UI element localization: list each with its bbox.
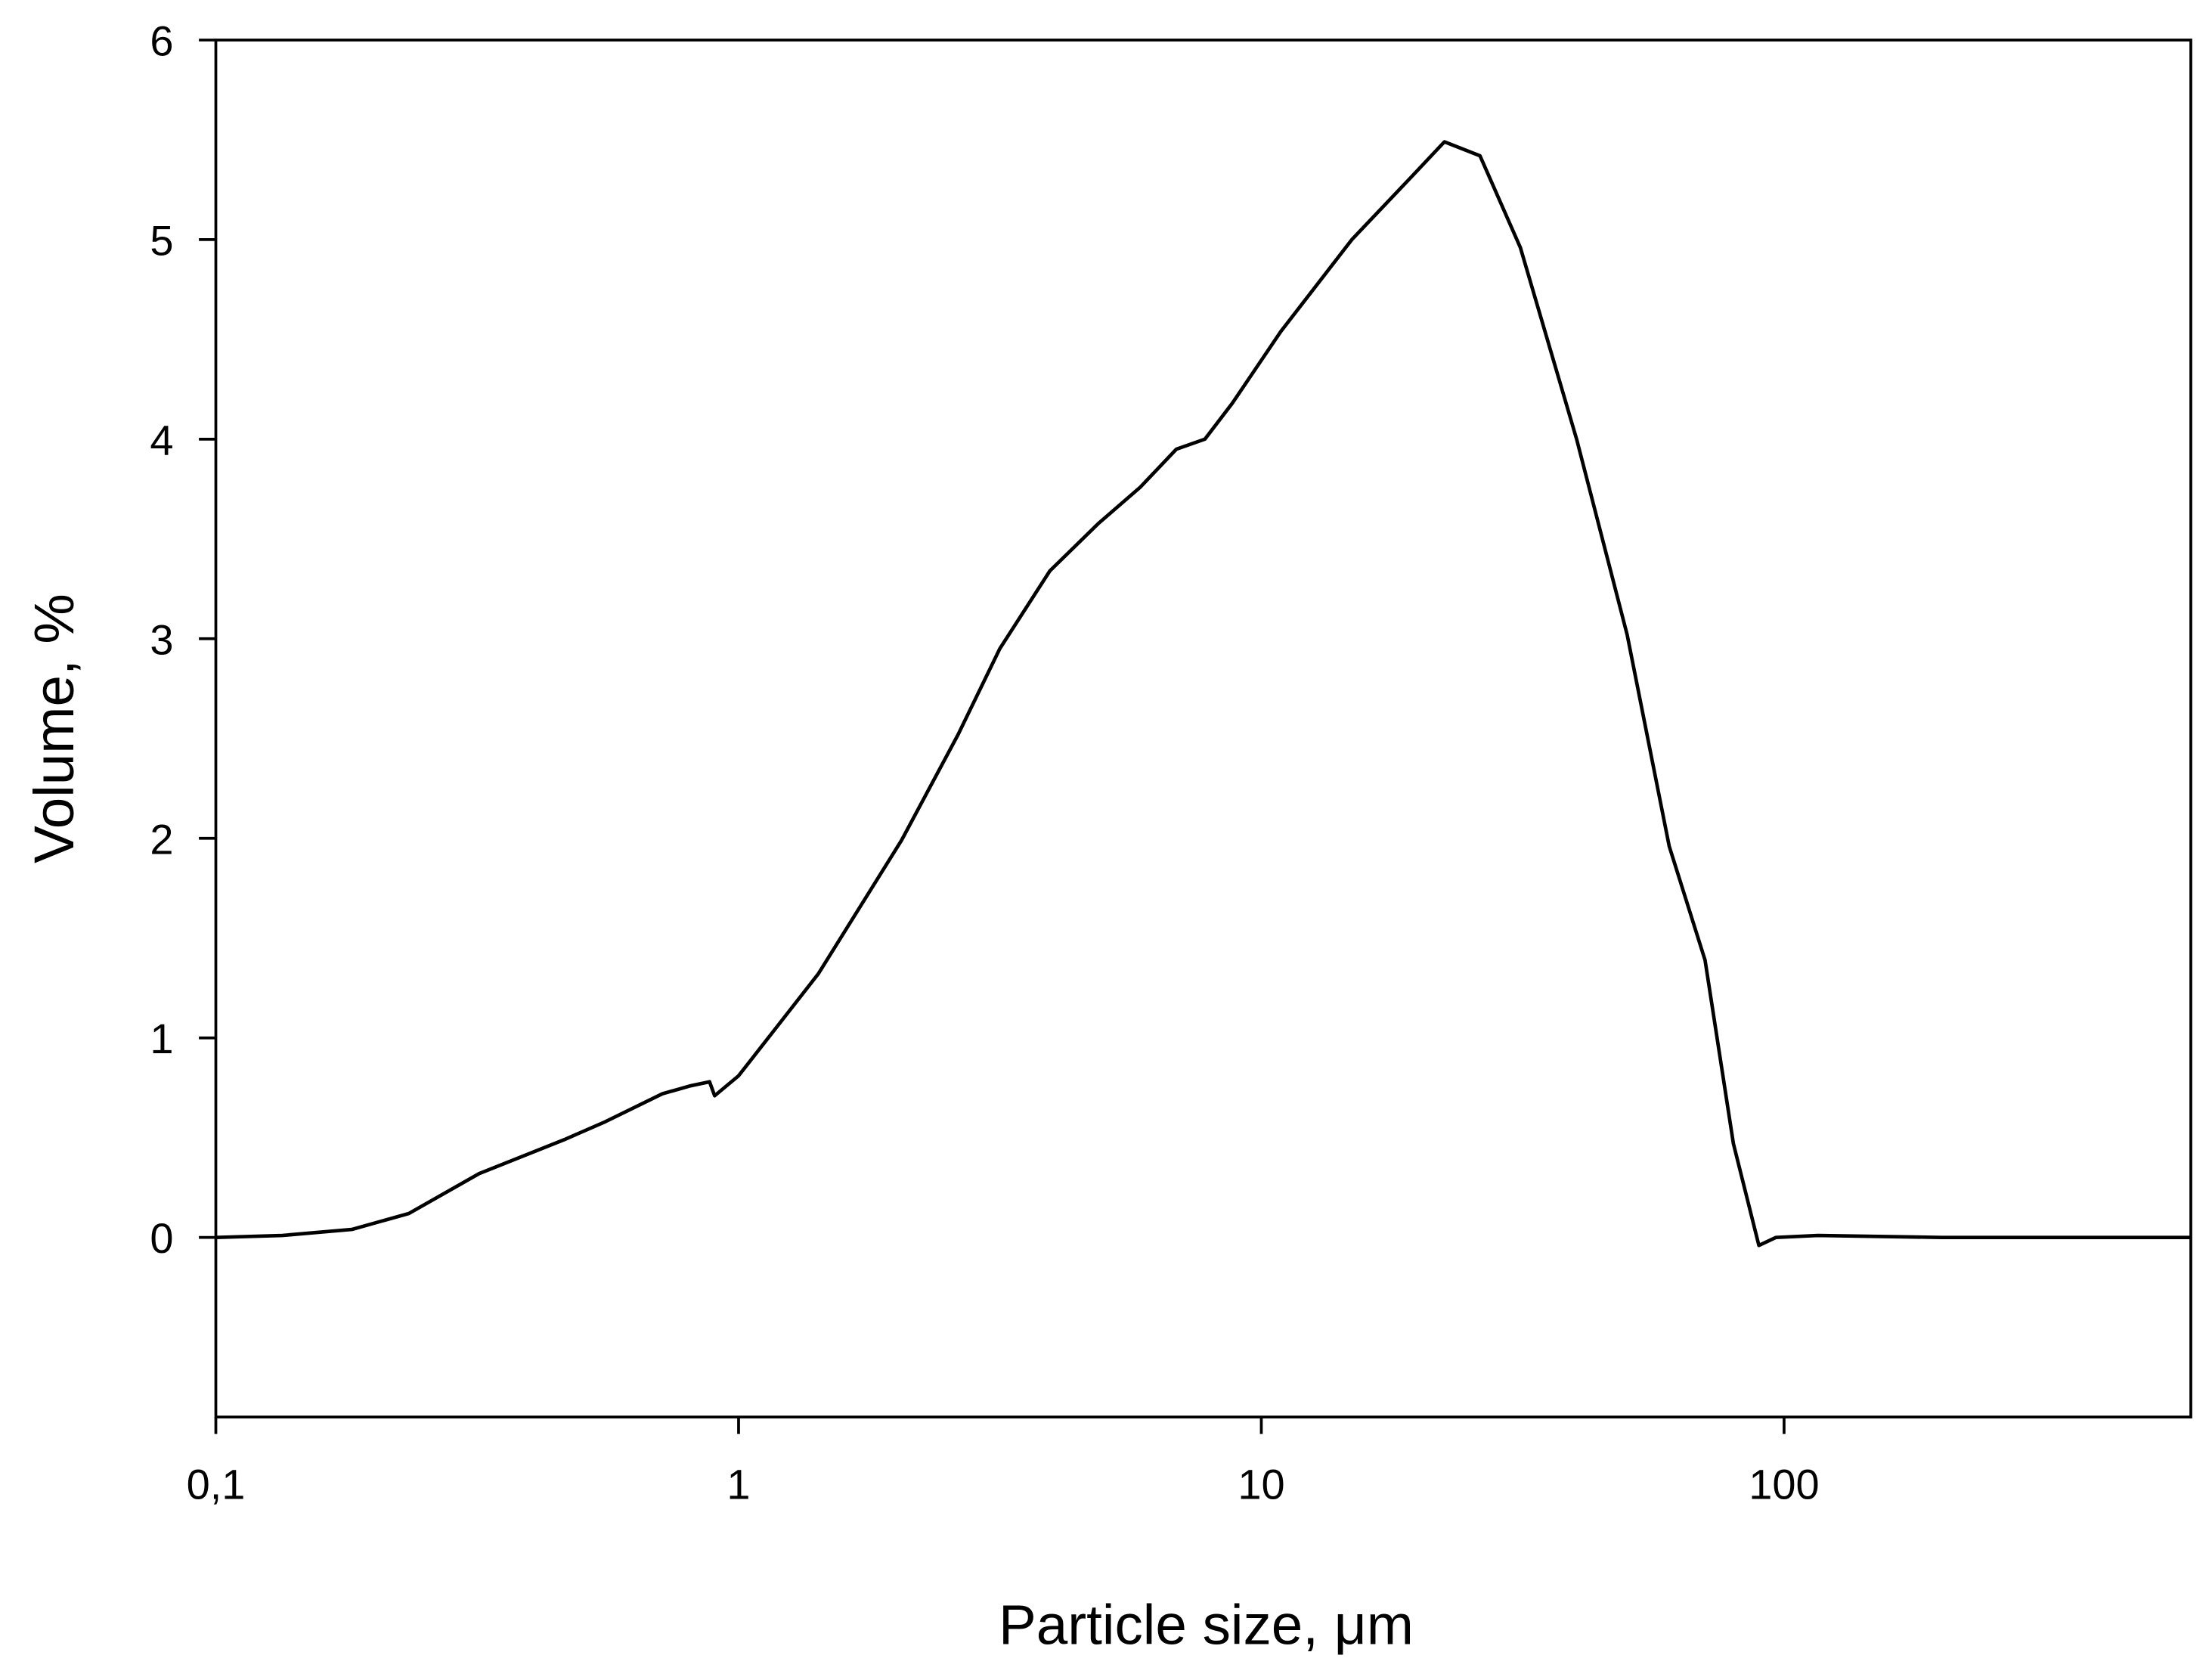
- x-tick-label: 1: [726, 1460, 750, 1508]
- x-tick-label: 10: [1238, 1460, 1284, 1508]
- x-tick-label: 0,1: [187, 1460, 246, 1508]
- data-line: [215, 140, 2192, 1248]
- x-tick-label: 100: [1749, 1460, 1819, 1508]
- y-tick-label: 3: [150, 615, 173, 663]
- plot-frame: [214, 39, 2192, 1419]
- y-axis-title: Volume, %: [22, 594, 85, 863]
- y-tick-label: 2: [150, 815, 173, 863]
- y-tick-label: 5: [150, 216, 173, 264]
- x-axis-title: Particle size, μm: [999, 1593, 1414, 1657]
- y-tick-label: 6: [150, 17, 173, 64]
- y-tick-label: 1: [150, 1015, 173, 1062]
- y-tick-label: 4: [150, 416, 173, 463]
- y-tick-label: 0: [150, 1214, 173, 1262]
